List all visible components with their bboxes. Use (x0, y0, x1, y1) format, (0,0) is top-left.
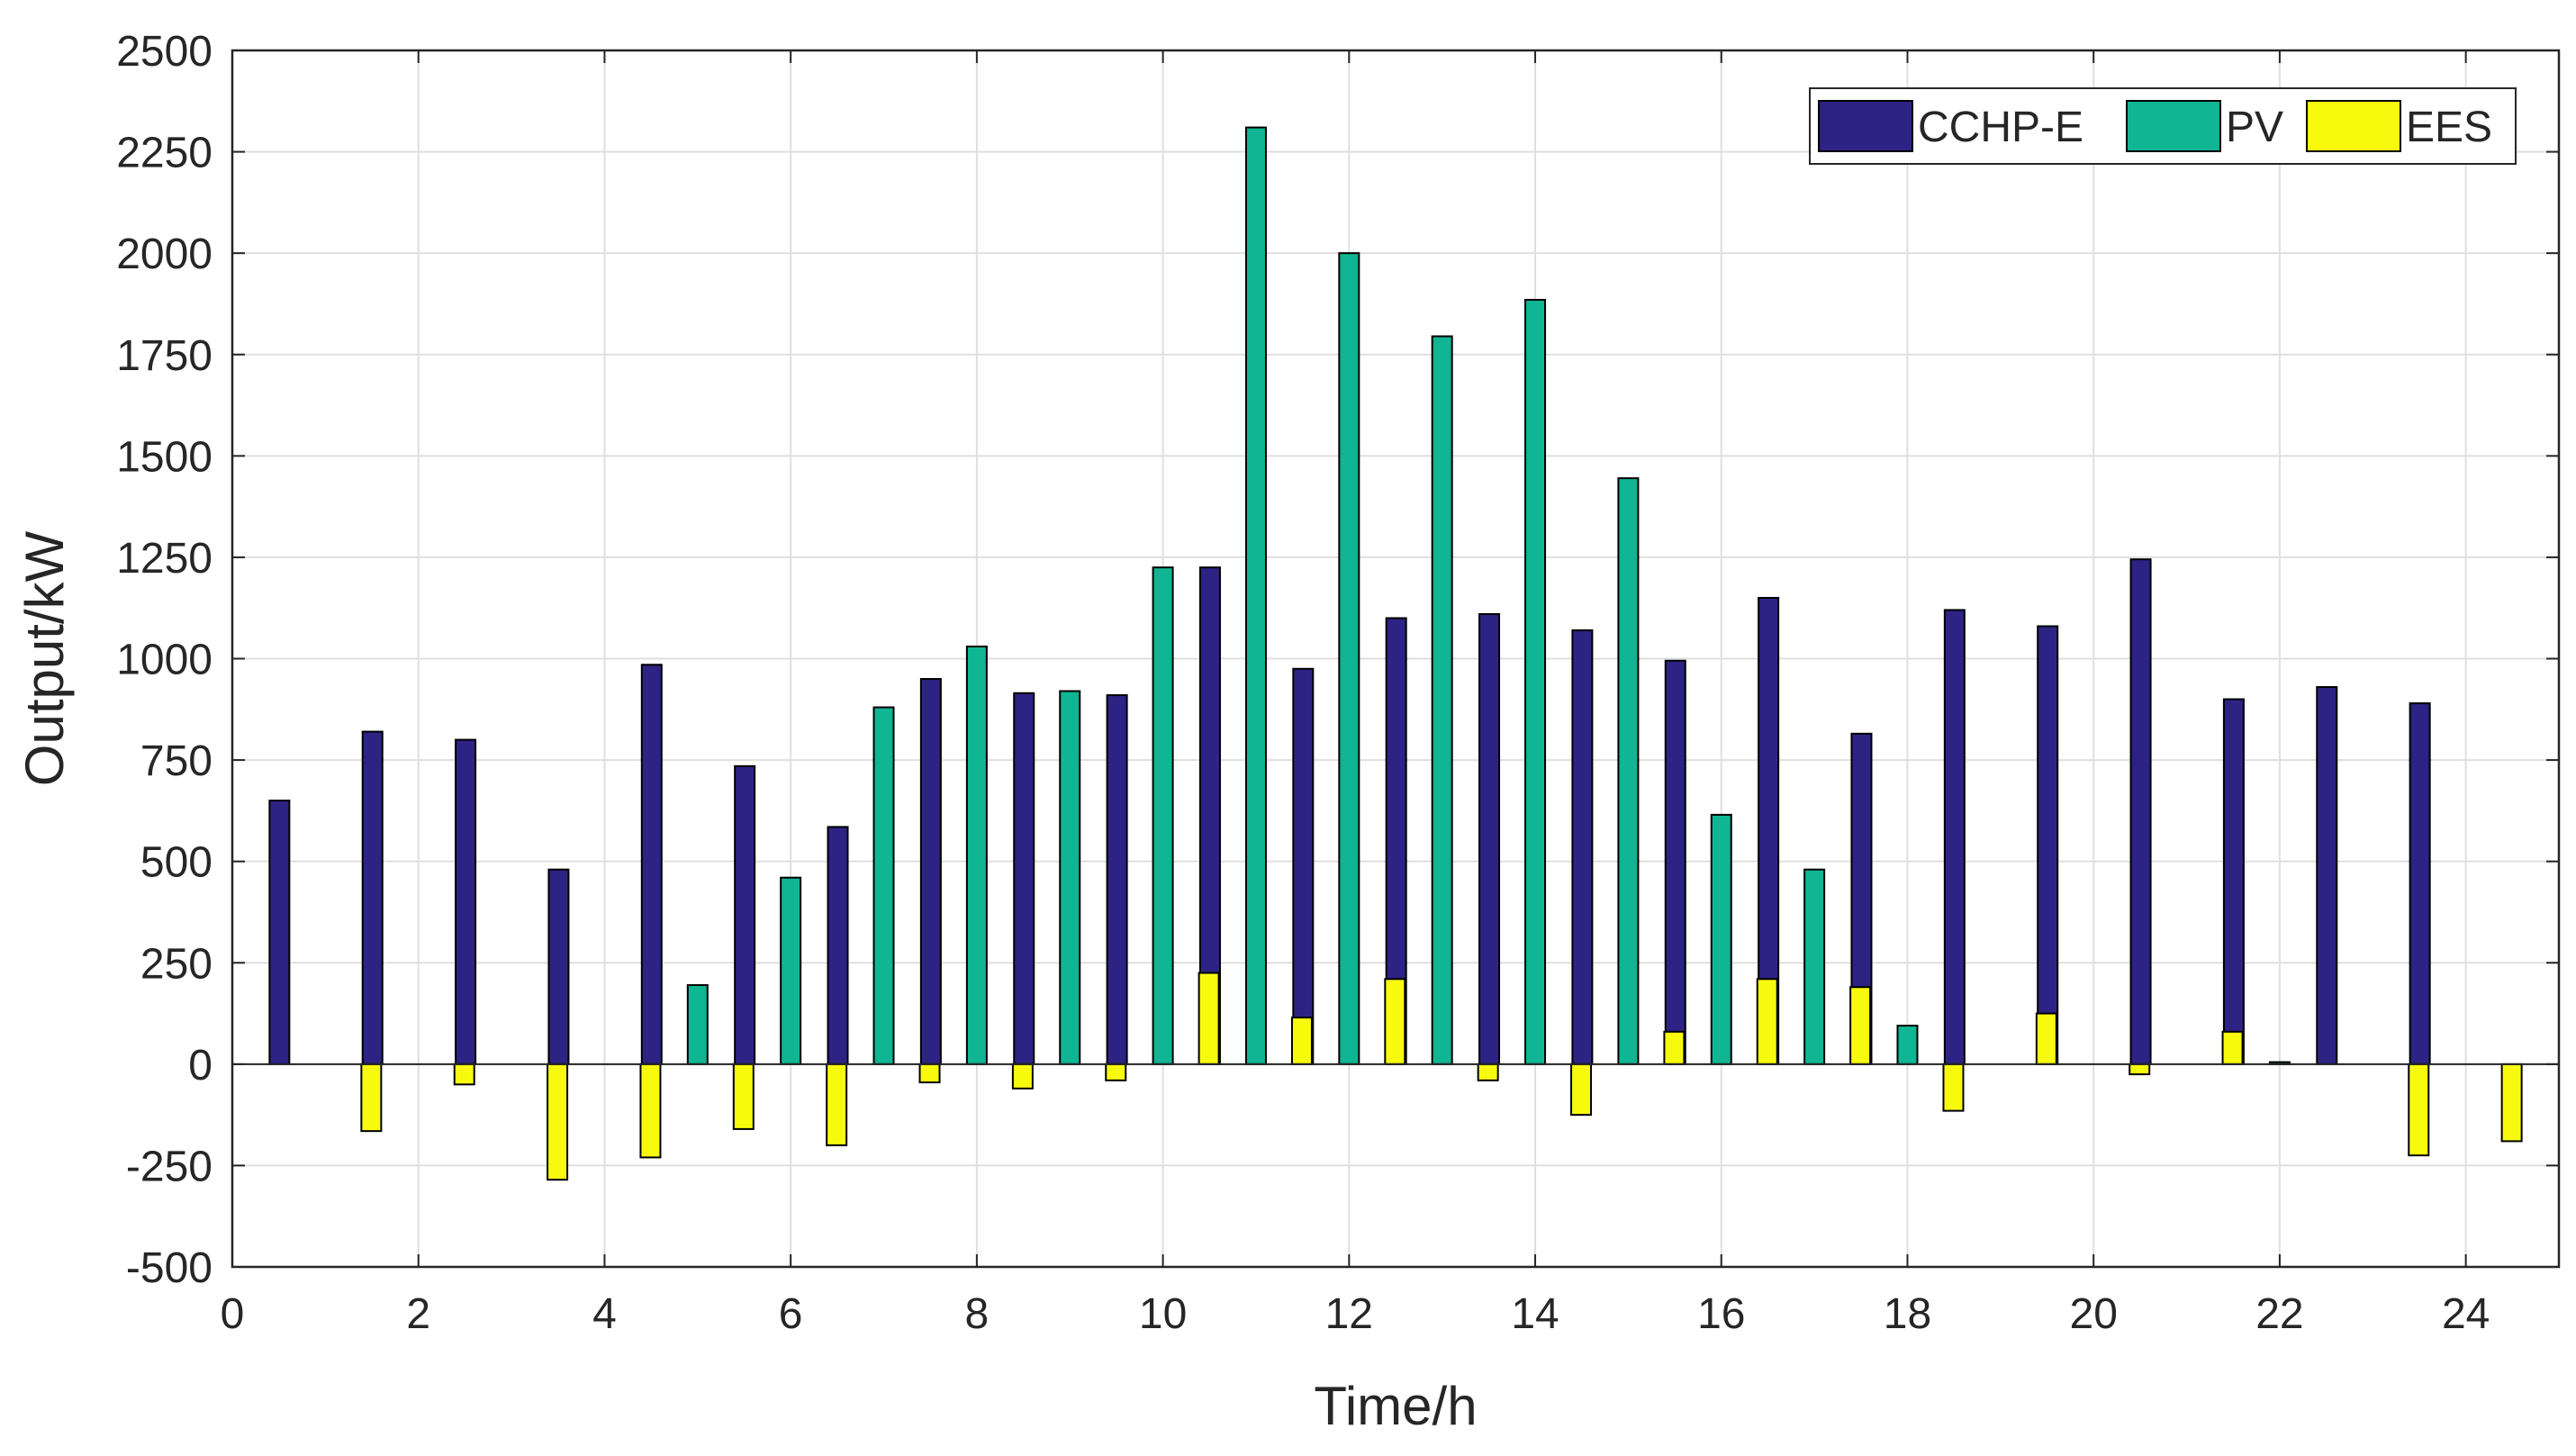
bar-pv (1803, 868, 1826, 1065)
bar-cchp-e (2316, 686, 2338, 1065)
bar-ees (2129, 1063, 2151, 1076)
bar-pv (1244, 126, 1267, 1065)
bar-cchp-e (2129, 558, 2152, 1065)
bar-ees (1384, 978, 1406, 1065)
x-tick-label: 18 (1884, 1290, 1931, 1338)
bar-cchp-e (919, 678, 942, 1065)
ticks-layer: 0 2 4 6 8 10 12 14 16 18 20 22 24-500-25002505007501… (116, 28, 2559, 1338)
bar-pv (1896, 1025, 1919, 1065)
x-tick-label: 10 (1139, 1290, 1187, 1338)
bar-ees (1756, 978, 1778, 1065)
y-tick-label: 1500 (116, 433, 212, 481)
bar-cchp-e (361, 730, 384, 1065)
bar-pv (965, 645, 988, 1065)
bar-pv (1338, 252, 1360, 1065)
y-tick-label: 1000 (116, 637, 212, 684)
y-tick-label: 1250 (116, 535, 212, 583)
bar-ees (1105, 1063, 1127, 1081)
bar-pv (1524, 298, 1547, 1065)
y-tick-label: 500 (140, 839, 212, 887)
x-tick-label: 24 (2442, 1290, 2490, 1338)
bar-cchp-e (1013, 692, 1035, 1065)
y-tick-label: -250 (126, 1143, 212, 1190)
legend-swatch-ees (2306, 100, 2401, 152)
x-tick-label: 8 (965, 1290, 990, 1338)
x-tick-label: 12 (1325, 1290, 1373, 1338)
y-tick-label: 750 (140, 737, 212, 785)
bar-cchp-e (640, 664, 663, 1065)
y-tick-label: 0 (188, 1042, 212, 1090)
x-tick-label: 6 (779, 1290, 803, 1338)
bar-cchp-e (734, 764, 756, 1065)
bar-ees (1290, 1017, 1313, 1065)
bar-ees (1570, 1063, 1593, 1117)
bars-layer (268, 126, 2523, 1181)
x-tick-label: 14 (1511, 1290, 1559, 1338)
bar-pv (686, 984, 709, 1065)
x-tick-label: 22 (2255, 1290, 2303, 1338)
bar-pv (1152, 566, 1174, 1065)
bar-cchp-e (268, 800, 291, 1065)
bar-ees (918, 1063, 941, 1084)
y-tick-label: 2000 (116, 231, 212, 278)
legend-label-pv: PV (2226, 104, 2283, 151)
bar-cchp-e (1292, 667, 1315, 1065)
bar-ees (547, 1063, 569, 1181)
bar-ees (732, 1063, 755, 1130)
bar-cchp-e (1943, 609, 1966, 1065)
x-axis-title: Time/h (1314, 1376, 1477, 1436)
bar-ees (2221, 1030, 2244, 1065)
y-tick-label: 250 (140, 940, 212, 988)
x-tick-label: 4 (592, 1290, 617, 1338)
y-axis-title: Output/kW (14, 530, 75, 786)
bar-cchp-e (2037, 625, 2059, 1065)
y-tick-label: 2500 (116, 28, 212, 76)
bar-ees (2408, 1063, 2430, 1157)
bar-pv (1059, 690, 1081, 1065)
bar-pv (1431, 335, 1453, 1065)
bar-ees (1849, 986, 1872, 1065)
bar-ees (1663, 1030, 1686, 1065)
bar-cchp-e (2222, 698, 2245, 1065)
x-tick-label: 2 (406, 1290, 430, 1338)
bar-ees (453, 1063, 475, 1086)
x-tick-label: 20 (2070, 1290, 2118, 1338)
bar-cchp-e (1664, 659, 1686, 1065)
bar-cchp-e (2409, 702, 2431, 1065)
bar-ees (1477, 1063, 1499, 1081)
bar-ees (2035, 1012, 2057, 1065)
bar-cchp-e (1106, 694, 1128, 1065)
bar-cchp-e (1478, 612, 1501, 1065)
y-tick-label: -500 (126, 1244, 212, 1292)
bar-pv (1710, 813, 1732, 1065)
x-tick-label: 16 (1697, 1290, 1745, 1338)
bar-ees (826, 1063, 848, 1146)
legend-label-cchp-e: CCHP-E (1918, 104, 2083, 151)
bar-ees (2500, 1063, 2523, 1143)
y-tick-label: 1750 (116, 332, 212, 380)
legend-label-ees: EES (2406, 104, 2492, 151)
bar-cchp-e (547, 868, 570, 1065)
bar-pv (1617, 477, 1640, 1065)
bar-pv (780, 876, 802, 1065)
x-tick-label: 0 (221, 1290, 245, 1338)
bar-ees (1011, 1063, 1034, 1090)
bar-ees (1198, 972, 1220, 1065)
bar-cchp-e (455, 738, 477, 1065)
bar-ees (639, 1063, 662, 1159)
bar-ees (360, 1063, 383, 1133)
bar-cchp-e (827, 826, 849, 1065)
bar-cchp-e (1571, 629, 1594, 1065)
bar-ees (1942, 1063, 1965, 1112)
legend: CCHP-E PV EES (1809, 87, 2517, 165)
bar-pv (872, 706, 895, 1065)
y-tick-label: 2250 (116, 130, 212, 177)
legend-swatch-pv (2126, 100, 2221, 152)
legend-swatch-cchp-e (1818, 100, 1913, 152)
